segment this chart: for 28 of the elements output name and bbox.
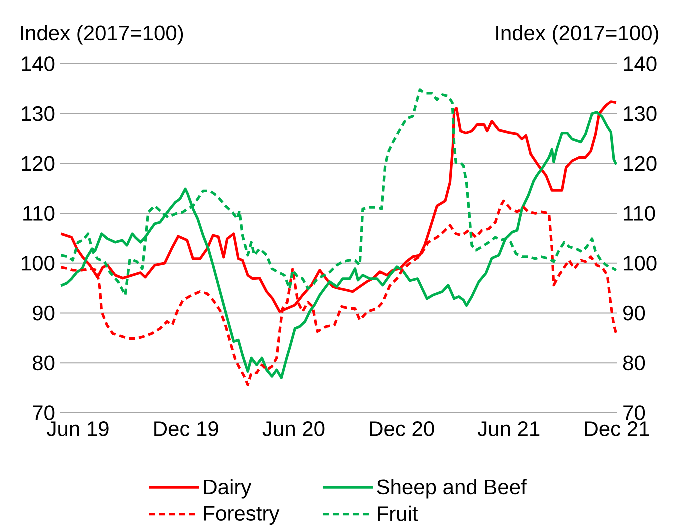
- y-tick-label: 120: [22, 156, 55, 172]
- y-tick-label: 70: [33, 406, 55, 420]
- x-tick-label: Jun 19: [47, 422, 109, 436]
- y2-tick-label: 90: [624, 306, 646, 321]
- y-tick-label: 100: [22, 256, 55, 271]
- legend-label: Dairy: [204, 479, 252, 499]
- x-tick-label: Dec 20: [370, 422, 434, 436]
- x-tick-label: Dec 21: [585, 422, 650, 436]
- y2-axis-title: Index (2017=100): [496, 25, 658, 45]
- legend-label: Sheep and Beef: [377, 479, 527, 499]
- y-tick-label: 80: [33, 356, 55, 371]
- y-tick-label: 140: [22, 56, 55, 72]
- y2-tick-label: 70: [624, 406, 646, 420]
- y2-tick-label: 100: [624, 256, 657, 271]
- y2-tick-label: 130: [624, 106, 657, 122]
- y2-tick-label: 140: [624, 56, 657, 72]
- legend-label: Fruit: [378, 506, 418, 522]
- y2-tick-label: 120: [624, 156, 657, 172]
- x-tick-label: Jun 20: [262, 422, 325, 436]
- x-tick-label: Jun 21: [478, 422, 540, 436]
- y2-tick-label: 110: [624, 206, 656, 222]
- y-tick-label: 110: [24, 206, 55, 222]
- x-tick-label: Dec 19: [154, 422, 218, 436]
- y-axis-title: Index (2017=100): [21, 25, 184, 45]
- y-tick-label: 90: [33, 306, 55, 321]
- legend-label: Forestry: [204, 506, 280, 526]
- y-tick-label: 130: [22, 106, 55, 122]
- y2-tick-label: 80: [623, 356, 646, 371]
